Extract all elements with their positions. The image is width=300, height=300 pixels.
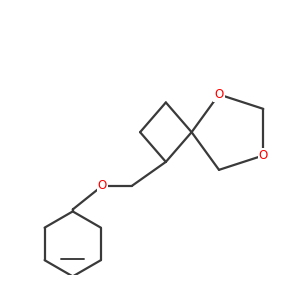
Text: O: O [98, 179, 107, 192]
Text: O: O [214, 88, 224, 101]
Text: O: O [259, 149, 268, 162]
